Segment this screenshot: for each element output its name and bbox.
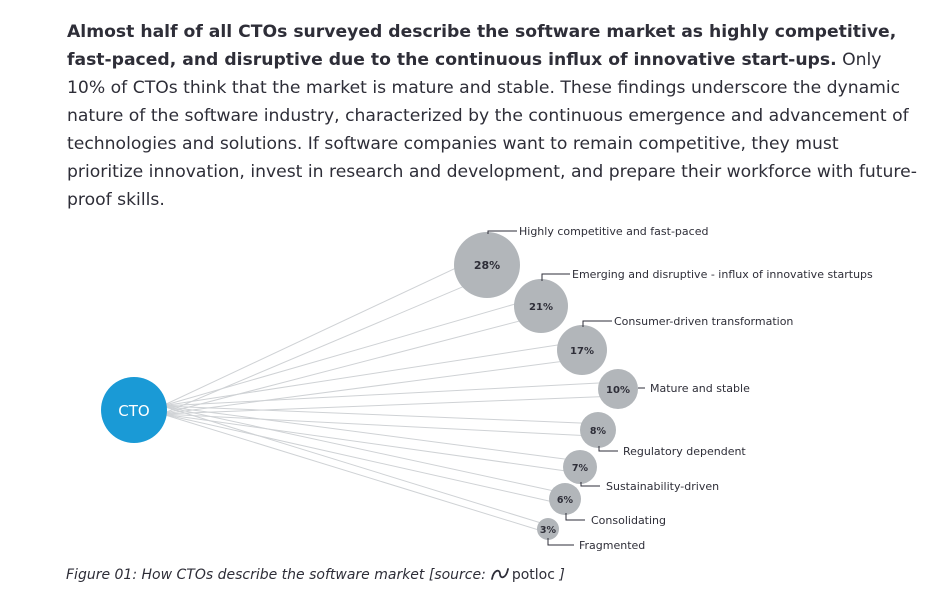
bubble-value-label: 10% <box>606 385 630 396</box>
category-label: Regulatory dependent <box>623 445 746 458</box>
label-leaders <box>487 230 645 546</box>
bubble-value-label: 17% <box>570 346 594 357</box>
connector-line <box>161 296 542 407</box>
bubbles: 28% 21% 17% 10% 8% 7% 6% 3% <box>454 232 638 540</box>
intro-body-text: Only 10% of CTOs think that the market i… <box>67 50 917 210</box>
bubble <box>454 232 520 298</box>
bubble-value-label: 28% <box>474 259 500 272</box>
connector-line <box>161 314 542 415</box>
label-leader-line <box>580 482 600 487</box>
connector-line <box>161 276 488 415</box>
bubble-value-label: 3% <box>540 525 557 536</box>
category-label: Consumer-driven transformation <box>614 315 793 328</box>
bubble-value-label: 21% <box>529 302 553 313</box>
bubble <box>537 518 559 540</box>
potloc-logo-icon <box>490 568 509 580</box>
connector-line <box>161 395 619 415</box>
bubble-value-label: 8% <box>590 426 607 437</box>
intro-paragraph: Almost half of all CTOs surveyed describ… <box>67 18 917 214</box>
caption-prefix: Figure 01: How CTOs describe the softwar… <box>66 567 486 583</box>
connector-line <box>161 413 599 437</box>
bubble <box>557 325 607 375</box>
connector-line <box>161 413 549 534</box>
category-label: Sustainability-driven <box>606 480 719 493</box>
connector-line <box>161 252 488 407</box>
label-leader-line <box>547 538 574 546</box>
connector-lines <box>161 252 619 534</box>
bubble-value-label: 6% <box>557 495 574 506</box>
category-label: Emerging and disruptive - influx of inno… <box>572 268 873 281</box>
label-leader-line <box>582 320 612 327</box>
category-label: Highly competitive and fast-paced <box>519 225 708 238</box>
potloc-brand: potloc <box>511 567 555 583</box>
bubble <box>563 450 597 484</box>
label-leader-line <box>541 273 570 281</box>
category-labels: Highly competitive and fast-paced Emergin… <box>519 225 873 552</box>
label-leader-line <box>565 513 585 521</box>
connector-line <box>161 413 566 506</box>
bubble <box>514 279 568 333</box>
caption-suffix: ] <box>559 567 565 583</box>
bubble <box>598 369 638 409</box>
category-label: Fragmented <box>579 539 645 552</box>
cto-hub-node <box>101 377 167 443</box>
connector-line <box>161 405 549 526</box>
bubble-value-label: 7% <box>572 463 589 474</box>
label-leader-line <box>487 230 517 234</box>
connector-line <box>161 381 619 407</box>
connector-line <box>161 405 581 462</box>
connector-line <box>161 358 583 415</box>
cto-hub-label: CTO <box>118 402 149 420</box>
figure-caption: Figure 01: How CTOs describe the softwar… <box>66 566 565 583</box>
label-leader-line <box>598 446 618 452</box>
connector-line <box>161 405 599 425</box>
connector-line <box>161 405 566 494</box>
category-label: Mature and stable <box>650 382 750 395</box>
intro-bold-text: Almost half of all CTOs surveyed describ… <box>67 22 897 70</box>
connector-line <box>161 340 583 407</box>
connector-line <box>161 413 581 474</box>
bubble <box>549 483 581 515</box>
category-label: Consolidating <box>591 514 666 527</box>
bubble <box>580 412 616 448</box>
